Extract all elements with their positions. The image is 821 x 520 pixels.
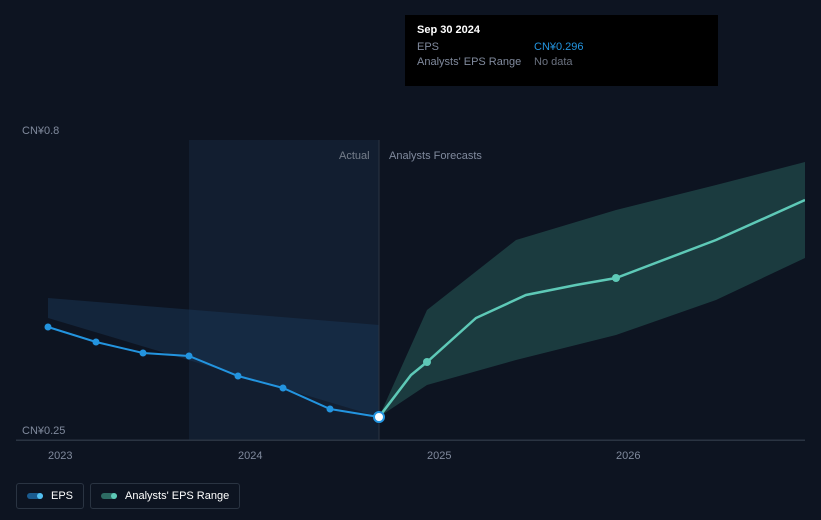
x-axis-tick: 2026 — [616, 450, 640, 462]
tooltip-row: EPSCN¥0.296 — [417, 41, 706, 53]
x-axis-line — [16, 440, 805, 441]
legend-item[interactable]: EPS — [16, 483, 84, 509]
tooltip-row: Analysts' EPS RangeNo data — [417, 56, 706, 68]
x-axis-tick: 2023 — [48, 450, 72, 462]
tooltip-row-label: EPS — [417, 41, 534, 53]
tooltip-row-value: CN¥0.296 — [534, 41, 584, 53]
legend-label: Analysts' EPS Range — [125, 490, 229, 502]
eps-point — [140, 350, 147, 357]
eps-point — [93, 339, 100, 346]
eps-point — [235, 373, 242, 380]
legend-swatch — [27, 493, 43, 499]
tooltip-date: Sep 30 2024 — [417, 24, 706, 36]
highlighted-point — [374, 412, 384, 422]
eps-chart[interactable] — [16, 140, 805, 440]
tooltip-row-label: Analysts' EPS Range — [417, 56, 534, 68]
x-axis-tick: 2025 — [427, 450, 451, 462]
tooltip-row-value: No data — [534, 56, 573, 68]
x-axis-tick: 2024 — [238, 450, 262, 462]
forecast-point — [423, 358, 431, 366]
legend-label: EPS — [51, 490, 73, 502]
eps-point — [327, 406, 334, 413]
eps-point — [45, 324, 52, 331]
forecast-point — [612, 274, 620, 282]
chart-legend: EPS Analysts' EPS Range — [16, 483, 240, 509]
legend-item[interactable]: Analysts' EPS Range — [90, 483, 240, 509]
chart-tooltip: Sep 30 2024 EPSCN¥0.296Analysts' EPS Ran… — [405, 15, 718, 86]
y-axis-top-label: CN¥0.8 — [22, 125, 59, 137]
eps-point — [186, 353, 193, 360]
legend-swatch — [101, 493, 117, 499]
forecast-range-area — [379, 162, 805, 417]
eps-point — [280, 385, 287, 392]
